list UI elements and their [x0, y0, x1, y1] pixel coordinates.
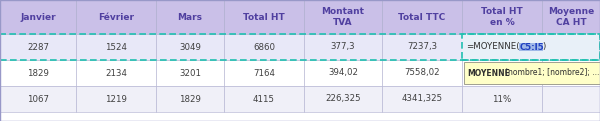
Text: Montant
TVA: Montant TVA: [322, 7, 365, 27]
Text: 1524: 1524: [105, 42, 127, 52]
Text: 6860: 6860: [253, 42, 275, 52]
Text: 394,02: 394,02: [328, 68, 358, 77]
Text: MOYENNE: MOYENNE: [467, 68, 510, 77]
Bar: [542, 0, 600, 34]
Bar: [0, 34, 600, 60]
Bar: [382, 0, 462, 34]
Bar: [156, 86, 224, 112]
Text: Janvier: Janvier: [20, 12, 56, 22]
Bar: [304, 34, 382, 60]
Text: C5:I5: C5:I5: [520, 42, 544, 52]
Text: ): ): [542, 42, 545, 52]
Bar: [304, 0, 382, 34]
Bar: [224, 34, 304, 60]
Bar: [382, 86, 462, 112]
Text: 11%: 11%: [493, 95, 512, 103]
Text: Mars: Mars: [178, 12, 203, 22]
Text: 7164: 7164: [253, 68, 275, 77]
Text: (nombre1; [nombre2]; ...: (nombre1; [nombre2]; ...: [505, 68, 599, 77]
Bar: [462, 60, 542, 86]
Bar: [304, 86, 382, 112]
Text: 3049: 3049: [179, 42, 201, 52]
Text: 7558,02: 7558,02: [404, 68, 440, 77]
Bar: [0, 86, 76, 112]
Bar: [156, 60, 224, 86]
Bar: [304, 60, 382, 86]
Bar: [76, 34, 156, 60]
Text: Total TTC: Total TTC: [398, 12, 446, 22]
Text: 1219: 1219: [105, 95, 127, 103]
Text: 1067: 1067: [27, 95, 49, 103]
Text: 4341,325: 4341,325: [401, 95, 443, 103]
Text: Total HT
en %: Total HT en %: [481, 7, 523, 27]
Bar: [542, 60, 600, 86]
Bar: [76, 0, 156, 34]
Text: 226,325: 226,325: [325, 95, 361, 103]
Bar: [462, 34, 542, 60]
Bar: [0, 0, 76, 34]
Bar: [462, 34, 600, 60]
Text: 3201: 3201: [179, 68, 201, 77]
Bar: [382, 60, 462, 86]
Bar: [462, 86, 542, 112]
Bar: [542, 86, 600, 112]
Text: 7237,3: 7237,3: [407, 42, 437, 52]
Bar: [542, 34, 600, 60]
Text: Février: Février: [98, 12, 134, 22]
Bar: [0, 60, 76, 86]
Text: 2134: 2134: [105, 68, 127, 77]
Bar: [224, 0, 304, 34]
Bar: [0, 34, 76, 60]
Bar: [156, 34, 224, 60]
Bar: [464, 62, 600, 84]
Text: 2287: 2287: [27, 42, 49, 52]
Bar: [156, 0, 224, 34]
Text: Total HT: Total HT: [243, 12, 285, 22]
Bar: [224, 86, 304, 112]
Bar: [224, 60, 304, 86]
Text: Moyenne
CA HT: Moyenne CA HT: [548, 7, 594, 27]
Text: 4115: 4115: [253, 95, 275, 103]
Bar: [76, 60, 156, 86]
Text: 1829: 1829: [179, 95, 201, 103]
Text: 1829: 1829: [27, 68, 49, 77]
Bar: [76, 86, 156, 112]
Text: 377,3: 377,3: [331, 42, 355, 52]
Bar: [382, 34, 462, 60]
Text: =MOYENNE(: =MOYENNE(: [466, 42, 520, 52]
Bar: [518, 43, 543, 51]
Bar: [462, 0, 542, 34]
